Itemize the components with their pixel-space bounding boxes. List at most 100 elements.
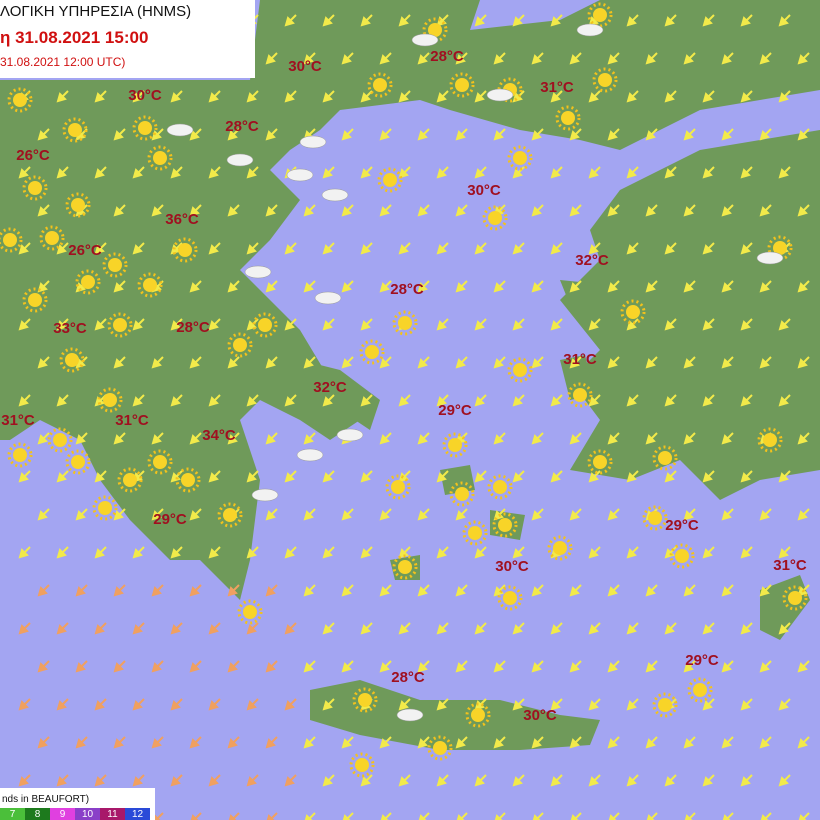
wind-arrow xyxy=(341,736,354,749)
wind-arrow xyxy=(664,318,677,331)
sun xyxy=(593,8,607,22)
wind-arrow xyxy=(284,546,297,559)
sun xyxy=(513,363,527,377)
wind-arrow xyxy=(531,584,544,597)
sun xyxy=(71,198,85,212)
wind-arrow xyxy=(322,318,335,331)
legend-cell-label: 12 xyxy=(132,809,144,820)
wind-arrow xyxy=(113,508,126,521)
sun-rays xyxy=(137,272,163,298)
sun-rays xyxy=(349,752,375,778)
wind-arrow xyxy=(341,584,354,597)
sun xyxy=(123,473,137,487)
temperature-label: 29°C xyxy=(438,402,472,419)
sun xyxy=(98,501,112,515)
sun xyxy=(108,258,122,272)
wind-arrow xyxy=(778,774,791,787)
wind-arrow xyxy=(379,280,392,293)
wind-arrow xyxy=(797,660,810,673)
wind-arrow xyxy=(721,508,734,521)
wind-arrow xyxy=(246,90,259,103)
wind-arrow xyxy=(303,204,316,217)
temperature-label: 31°C xyxy=(1,412,35,429)
wind-arrow xyxy=(778,318,791,331)
cloud xyxy=(286,168,314,182)
wind-arrow xyxy=(303,356,316,369)
wind-arrow xyxy=(132,698,145,711)
sun-rays xyxy=(587,449,613,475)
wind-arrow xyxy=(740,470,753,483)
wind-arrow xyxy=(493,660,506,673)
wind-arrow xyxy=(550,394,563,407)
wind-arrow xyxy=(75,508,88,521)
wind-arrow xyxy=(398,90,411,103)
wind-arrow xyxy=(664,242,677,255)
wind-arrow xyxy=(531,356,544,369)
wind-arrow xyxy=(588,774,601,787)
sun-rays xyxy=(555,105,581,131)
sun-rays xyxy=(377,167,403,193)
wind-arrow xyxy=(56,394,69,407)
sun xyxy=(498,518,512,532)
wind-arrow xyxy=(607,356,620,369)
wind-arrow xyxy=(265,508,278,521)
wind-arrow xyxy=(208,318,221,331)
wind-arrow xyxy=(588,166,601,179)
wind-arrow xyxy=(493,128,506,141)
legend-cell xyxy=(50,808,75,820)
wind-arrow xyxy=(436,14,449,27)
wind-arrow xyxy=(170,622,183,635)
legend-cell xyxy=(0,808,25,820)
wind-arrow xyxy=(759,584,772,597)
wind-arrow xyxy=(398,14,411,27)
sun xyxy=(243,605,257,619)
wind-arrow xyxy=(550,242,563,255)
sun-rays xyxy=(102,252,128,278)
wind-arrow xyxy=(626,698,639,711)
sun-rays xyxy=(392,310,418,336)
wind-arrow xyxy=(56,242,69,255)
wind-arrow xyxy=(56,774,69,787)
wind-arrow xyxy=(493,356,506,369)
sun xyxy=(373,78,387,92)
wind-arrow xyxy=(550,470,563,483)
sun xyxy=(113,318,127,332)
sun-rays xyxy=(442,432,468,458)
legend-cell xyxy=(75,808,100,820)
wind-arrow xyxy=(436,622,449,635)
sun-rays xyxy=(757,427,783,453)
wind-arrow xyxy=(151,432,164,445)
wind-arrow xyxy=(208,622,221,635)
wind-arrow xyxy=(189,584,202,597)
wind-arrow xyxy=(645,660,658,673)
wind-arrow xyxy=(759,356,772,369)
sun-rays xyxy=(65,192,91,218)
wind-arrow xyxy=(664,546,677,559)
wind-arrow xyxy=(721,584,734,597)
sun xyxy=(13,448,27,462)
sun-rays xyxy=(47,427,73,453)
cloud xyxy=(296,448,324,462)
cloud xyxy=(226,153,254,167)
wind-arrow xyxy=(322,90,335,103)
wind-arrow xyxy=(531,736,544,749)
sun xyxy=(138,121,152,135)
sun-rays xyxy=(359,339,385,365)
sun-rays xyxy=(492,512,518,538)
wind-arrow xyxy=(683,508,696,521)
wind-arrow xyxy=(436,90,449,103)
sun-rays xyxy=(352,687,378,713)
sun xyxy=(553,541,567,555)
wind-arrow xyxy=(132,394,145,407)
wind-arrow xyxy=(683,660,696,673)
wind-arrow xyxy=(322,622,335,635)
wind-arrow xyxy=(113,204,126,217)
wind-arrow xyxy=(436,470,449,483)
wind-arrow xyxy=(360,90,373,103)
sun xyxy=(488,211,502,225)
sun-rays xyxy=(0,227,23,253)
wind-arrow xyxy=(702,14,715,27)
wind-arrow xyxy=(683,736,696,749)
wind-arrow xyxy=(360,622,373,635)
wind-arrow xyxy=(607,584,620,597)
